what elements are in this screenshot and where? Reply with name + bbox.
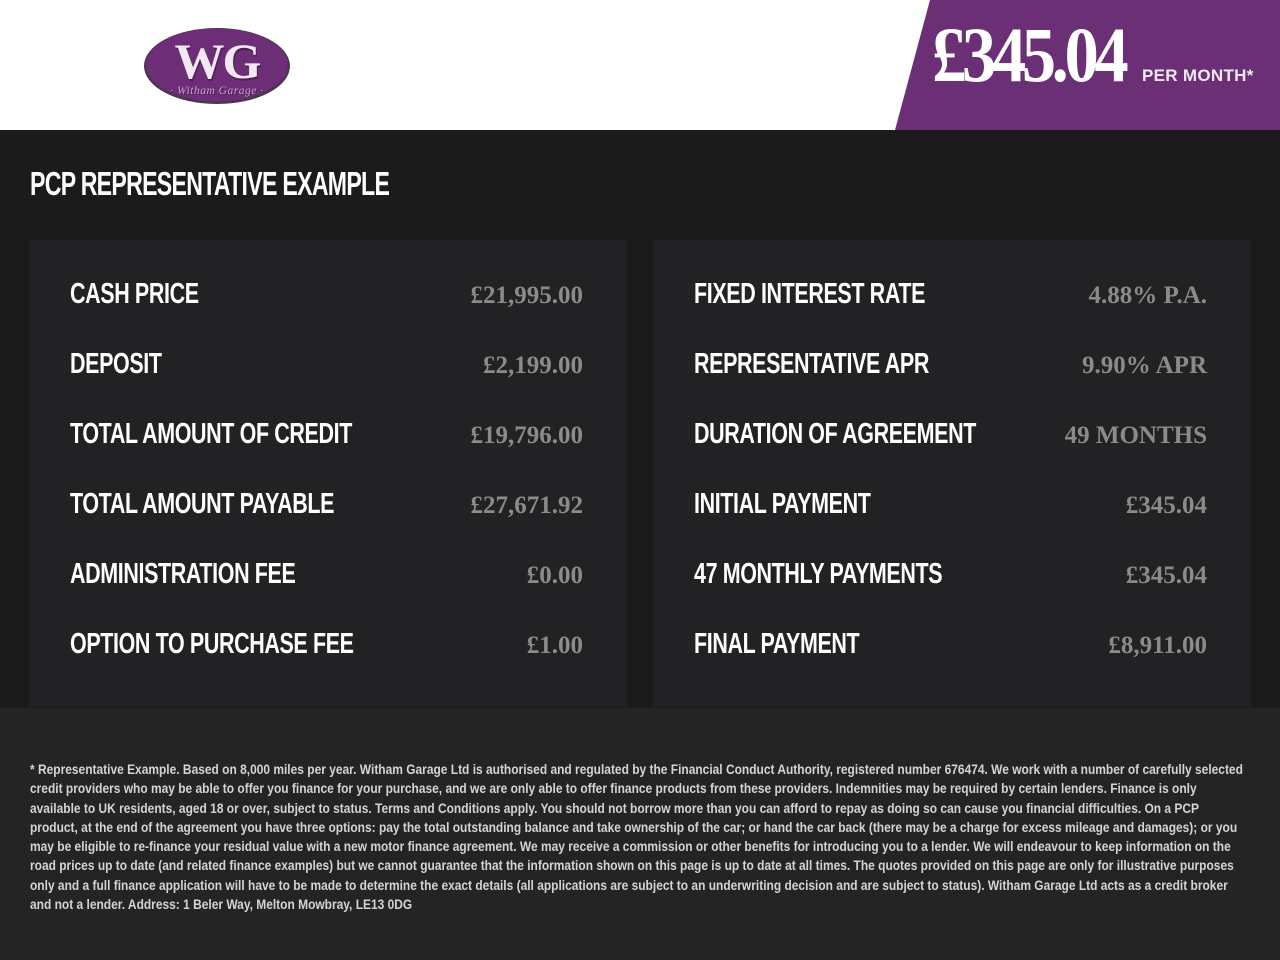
svg-text:WG: WG	[175, 33, 261, 89]
svg-text:· Witham Garage ·: · Witham Garage ·	[170, 85, 263, 97]
